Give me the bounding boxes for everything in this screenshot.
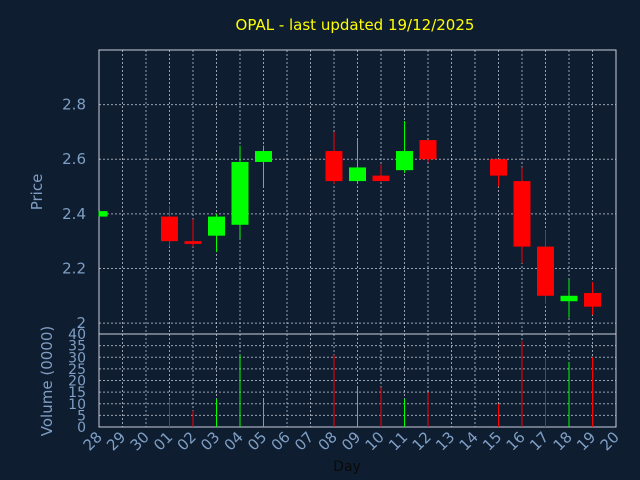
chart-title: OPAL - last updated 19/12/2025	[236, 16, 475, 34]
candle-body	[490, 159, 507, 176]
candle-body	[99, 211, 108, 217]
candle-body	[325, 151, 343, 182]
candle-body	[184, 241, 202, 244]
volume-axis-label: Volume (0000)	[38, 326, 56, 436]
candle-body	[231, 161, 249, 225]
x-axis-label: Day	[333, 459, 361, 475]
volume-bars	[169, 340, 593, 427]
candle-body	[537, 246, 554, 296]
volume-y-tick-label: 5	[77, 408, 86, 424]
price-y-tick-label: 2.6	[62, 150, 86, 168]
price-y-tick-label: 2	[76, 314, 86, 332]
price-y-tick-label: 2.4	[62, 205, 86, 223]
price-y-tick-label: 2.8	[62, 96, 86, 114]
candle-body	[349, 167, 366, 182]
candle-body	[419, 140, 437, 160]
volume-y-tick-label: 35	[68, 339, 86, 355]
price-y-tick-label: 2.2	[62, 259, 86, 277]
price-axis-label: Price	[28, 174, 46, 211]
volume-y-tick-label: 15	[68, 385, 86, 401]
volume-y-tick-label: 10	[68, 397, 86, 413]
volume-y-tick-label: 30	[68, 350, 86, 366]
candle-body	[513, 181, 531, 247]
candle-body	[255, 151, 272, 162]
price-y-tick-labels: 2 2.2 2.4 2.6 2.8	[62, 96, 86, 332]
volume-y-tick-label: 25	[68, 362, 86, 378]
candle-body	[208, 216, 225, 236]
volume-y-tick-label: 20	[68, 374, 86, 390]
candle-body	[560, 295, 578, 302]
candle-body	[161, 216, 178, 242]
x-tick-labels: 2829300102030405060708091011121314151617…	[80, 428, 623, 454]
candle-body	[372, 175, 390, 182]
volume-y-tick-label: 0	[77, 420, 86, 436]
volume-y-tick-label: 40	[68, 327, 86, 343]
candles	[98, 121, 601, 318]
candle-body	[584, 293, 601, 307]
candle-body	[396, 151, 413, 171]
